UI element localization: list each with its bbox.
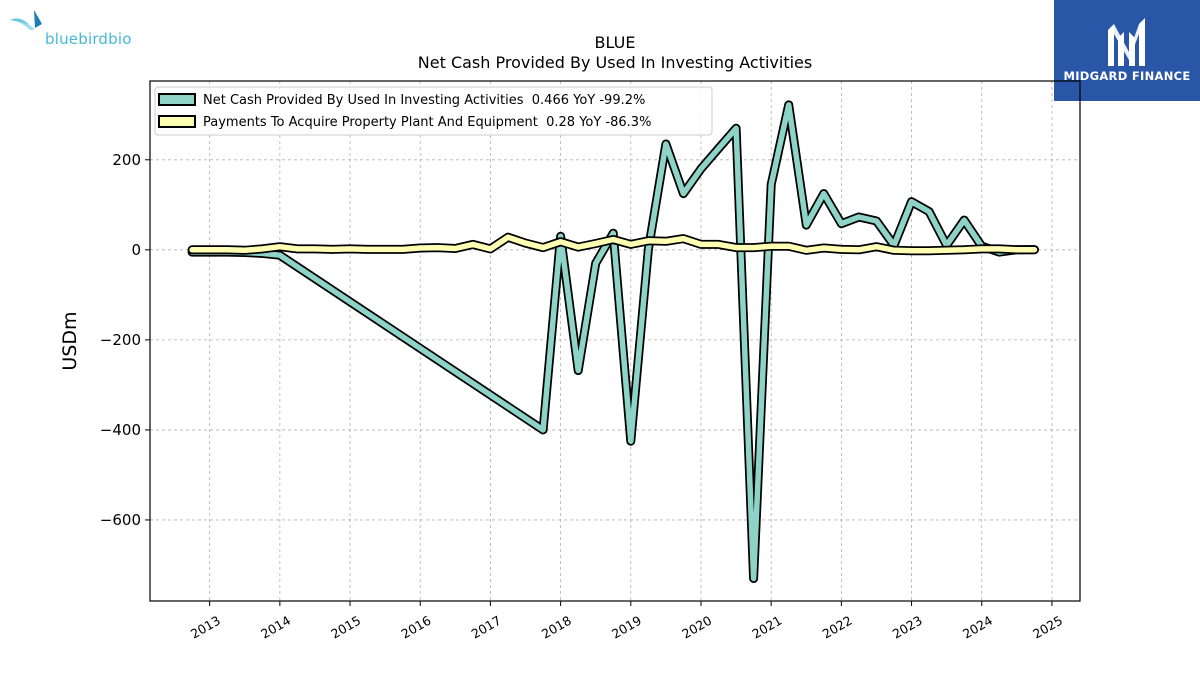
y-tick-label: 200 <box>112 151 141 169</box>
legend-swatch-ppe <box>158 115 196 128</box>
x-tick-label: 2019 <box>609 613 644 642</box>
legend-label-ppe: Payments To Acquire Property Plant And E… <box>203 115 651 130</box>
legend-label-net-cash: Net Cash Provided By Used In Investing A… <box>203 93 645 108</box>
series-lines <box>187 100 1039 583</box>
x-tick-label: 2013 <box>188 613 223 642</box>
x-tick-label: 2017 <box>469 613 504 642</box>
y-tick-label: −600 <box>100 511 141 529</box>
x-tick-label: 2025 <box>1030 613 1065 642</box>
x-tick-label: 2020 <box>679 613 714 642</box>
x-tick-label: 2014 <box>258 613 293 642</box>
x-tick-label: 2015 <box>328 613 363 642</box>
legend: Net Cash Provided By Used In Investing A… <box>154 86 713 136</box>
x-tick-label: 2021 <box>749 613 784 642</box>
series-line <box>189 102 1038 582</box>
midgard-finance-logo: MIDGARD FINANCE <box>1054 0 1200 101</box>
bluebirdbio-logo: bluebirdbio <box>8 8 158 52</box>
series-line <box>189 234 1038 254</box>
series-0 <box>187 100 1039 583</box>
series-1 <box>187 232 1039 256</box>
y-tick-label: −200 <box>100 331 141 349</box>
y-axis-label: USDm <box>59 311 81 370</box>
x-tick-label: 2016 <box>398 613 433 642</box>
x-tick-label: 2022 <box>820 613 855 642</box>
axes: 2013 2014 2015 2016 2017 2018 2019 2020 2021 2022… <box>100 151 1065 642</box>
x-tick-label: 2018 <box>539 613 574 642</box>
chart-subtitle: Net Cash Provided By Used In Investing A… <box>418 53 812 72</box>
grid <box>150 81 1080 601</box>
y-tick-label: −400 <box>100 421 141 439</box>
series-line-outline <box>187 100 1039 583</box>
chart-title: BLUE <box>595 33 636 52</box>
legend-box <box>154 86 713 136</box>
legend-swatch-net-cash <box>158 93 196 106</box>
midgard-finance-logo-text: MIDGARD FINANCE <box>1063 69 1191 83</box>
midgard-logo-icon <box>1108 18 1145 66</box>
bluebirdbio-logo-text: bluebirdbio <box>45 30 132 48</box>
y-tick-label: 0 <box>131 241 141 259</box>
x-tick-label: 2024 <box>960 613 995 642</box>
bluebird-icon <box>10 10 42 30</box>
plot-frame <box>149 80 1081 602</box>
x-tick-label: 2023 <box>890 613 925 642</box>
